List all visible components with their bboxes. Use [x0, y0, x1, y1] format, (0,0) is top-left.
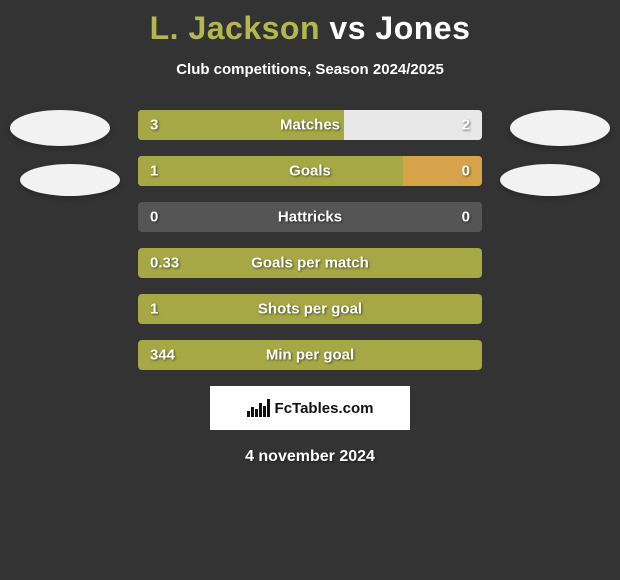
bar-right-fill — [403, 156, 482, 186]
bar-label: Min per goal — [266, 347, 354, 364]
attribution-text: FcTables.com — [275, 400, 374, 417]
page-title: L. Jackson vs Jones — [0, 0, 620, 47]
title-player1: L. Jackson — [150, 10, 320, 46]
bar-row: 0 0 Hattricks — [138, 202, 482, 232]
bar-value-right: 0 — [462, 209, 470, 226]
title-player2: Jones — [375, 10, 470, 46]
bar-value-left: 1 — [150, 163, 158, 180]
bar-row: 0.33 Goals per match — [138, 248, 482, 278]
bar-label: Goals — [289, 163, 331, 180]
comparison-chart: 3 2 Matches 1 0 Goals 0 0 Hattricks 0.33 Goals per… — [0, 110, 620, 370]
bar-value-right: 2 — [462, 117, 470, 134]
fctables-logo-icon — [247, 399, 269, 417]
subtitle: Club competitions, Season 2024/2025 — [0, 61, 620, 78]
date-text: 4 november 2024 — [0, 448, 620, 466]
bar-value-right: 0 — [462, 163, 470, 180]
bar-row: 344 Min per goal — [138, 340, 482, 370]
bar-left-fill — [138, 156, 403, 186]
bar-label: Matches — [280, 117, 340, 134]
bar-row: 1 0 Goals — [138, 156, 482, 186]
bar-label: Hattricks — [278, 209, 342, 226]
title-vs: vs — [329, 10, 366, 46]
player2-avatar-icon — [500, 164, 600, 196]
bar-value-left: 3 — [150, 117, 158, 134]
bar-row: 3 2 Matches — [138, 110, 482, 140]
bar-row: 1 Shots per goal — [138, 294, 482, 324]
attribution-badge: FcTables.com — [210, 386, 410, 430]
bars-container: 3 2 Matches 1 0 Goals 0 0 Hattricks 0.33 Goals per… — [138, 110, 482, 370]
player2-avatar-icon — [510, 110, 610, 146]
bar-label: Shots per goal — [258, 301, 362, 318]
bar-value-left: 344 — [150, 347, 175, 364]
player1-avatar-icon — [10, 110, 110, 146]
bar-value-left: 0.33 — [150, 255, 179, 272]
player1-avatar-icon — [20, 164, 120, 196]
bar-label: Goals per match — [251, 255, 369, 272]
bar-value-left: 0 — [150, 209, 158, 226]
bar-value-left: 1 — [150, 301, 158, 318]
